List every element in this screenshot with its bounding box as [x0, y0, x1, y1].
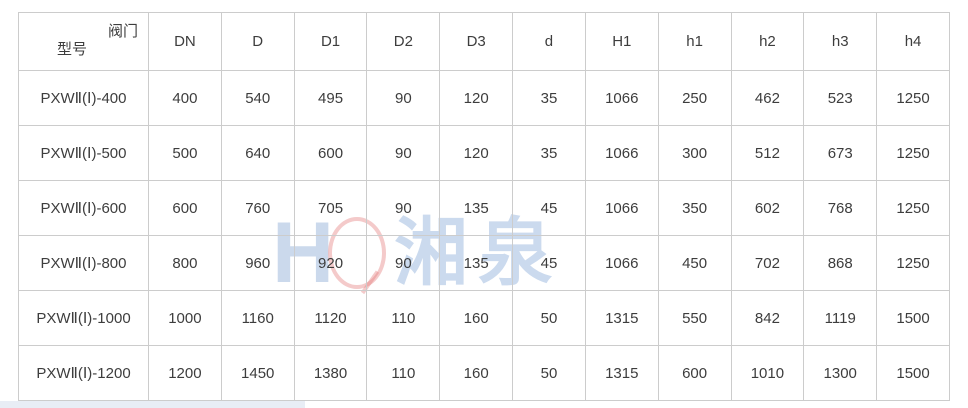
table-row: PXWⅡ(Ⅰ)-800 800 960 920 90 135 45 1066 4…: [18, 235, 950, 291]
table-cell: 1120: [293, 290, 368, 346]
model-cell: PXWⅡ(Ⅰ)-600: [18, 180, 149, 236]
table-cell: 110: [366, 345, 441, 401]
table-cell: 1315: [584, 290, 659, 346]
table-cell: 135: [439, 180, 514, 236]
valve-spec-table: 阀门 型号 DN D D1 D2 D3 d H1 h1 h2 h3 h4 PXW…: [18, 12, 950, 401]
table-cell: 1500: [876, 290, 950, 346]
table-cell: 1250: [876, 70, 950, 126]
table-cell: 495: [293, 70, 368, 126]
column-header-h2: h2: [730, 12, 805, 71]
table-cell: 1160: [220, 290, 295, 346]
table-cell: 35: [512, 125, 586, 181]
table-cell: 50: [512, 345, 586, 401]
model-cell: PXWⅡ(Ⅰ)-1200: [18, 345, 149, 401]
table-cell: 120: [439, 125, 514, 181]
table-cell: 350: [657, 180, 732, 236]
table-cell: 1300: [803, 345, 878, 401]
table-cell: 500: [148, 125, 222, 181]
table-row: PXWⅡ(Ⅰ)-400 400 540 495 90 120 35 1066 2…: [18, 70, 950, 126]
table-cell: 90: [366, 235, 441, 291]
watermark-bottom-strip: [0, 401, 305, 408]
table-cell: 600: [657, 345, 732, 401]
table-cell: 960: [220, 235, 295, 291]
header-row: 阀门 型号 DN D D1 D2 D3 d H1 h1 h2 h3 h4: [18, 12, 950, 71]
table-cell: 523: [803, 70, 878, 126]
table-cell: 768: [803, 180, 878, 236]
table-cell: 45: [512, 180, 586, 236]
table-cell: 120: [439, 70, 514, 126]
column-header-h1-cap: H1: [584, 12, 659, 71]
table-cell: 760: [220, 180, 295, 236]
table-cell: 1066: [584, 180, 659, 236]
table-cell: 673: [803, 125, 878, 181]
model-cell: PXWⅡ(Ⅰ)-400: [18, 70, 149, 126]
table-cell: 110: [366, 290, 441, 346]
table-row: PXWⅡ(Ⅰ)-500 500 640 600 90 120 35 1066 3…: [18, 125, 950, 181]
table-cell: 50: [512, 290, 586, 346]
table-cell: 600: [293, 125, 368, 181]
table-cell: 1066: [584, 235, 659, 291]
column-header-h3: h3: [803, 12, 878, 71]
table-cell: 35: [512, 70, 586, 126]
column-header-dn: DN: [148, 12, 222, 71]
table-cell: 868: [803, 235, 878, 291]
table-cell: 135: [439, 235, 514, 291]
table-cell: 1250: [876, 235, 950, 291]
column-header-d: D: [220, 12, 295, 71]
corner-header-cell: 阀门 型号: [18, 12, 149, 71]
column-header-d-small: d: [512, 12, 586, 71]
table-cell: 450: [657, 235, 732, 291]
table-cell: 90: [366, 70, 441, 126]
table-cell: 1380: [293, 345, 368, 401]
table-cell: 1450: [220, 345, 295, 401]
corner-label-model: 型号: [57, 41, 88, 58]
table-cell: 1066: [584, 125, 659, 181]
model-cell: PXWⅡ(Ⅰ)-500: [18, 125, 149, 181]
table-cell: 600: [148, 180, 222, 236]
table-cell: 300: [657, 125, 732, 181]
table-row: PXWⅡ(Ⅰ)-1000 1000 1160 1120 110 160 50 1…: [18, 290, 950, 346]
table-cell: 1315: [584, 345, 659, 401]
table-cell: 842: [730, 290, 805, 346]
table-cell: 90: [366, 180, 441, 236]
table-cell: 512: [730, 125, 805, 181]
table-cell: 702: [730, 235, 805, 291]
table-cell: 1250: [876, 125, 950, 181]
table-cell: 400: [148, 70, 222, 126]
table-row: PXWⅡ(Ⅰ)-1200 1200 1450 1380 110 160 50 1…: [18, 345, 950, 401]
table-cell: 705: [293, 180, 368, 236]
table-cell: 160: [439, 345, 514, 401]
table-cell: 1200: [148, 345, 222, 401]
table-cell: 800: [148, 235, 222, 291]
table-cell: 1250: [876, 180, 950, 236]
column-header-d1: D1: [293, 12, 368, 71]
corner-label-valve: 阀门: [107, 23, 138, 40]
table-cell: 1000: [148, 290, 222, 346]
table-cell: 1500: [876, 345, 950, 401]
table-cell: 640: [220, 125, 295, 181]
table-cell: 45: [512, 235, 586, 291]
table-cell: 550: [657, 290, 732, 346]
table-cell: 540: [220, 70, 295, 126]
column-header-d3: D3: [439, 12, 514, 71]
table-cell: 602: [730, 180, 805, 236]
table-cell: 1119: [803, 290, 878, 346]
table-row: PXWⅡ(Ⅰ)-600 600 760 705 90 135 45 1066 3…: [18, 180, 950, 236]
table-cell: 462: [730, 70, 805, 126]
column-header-d2: D2: [366, 12, 441, 71]
table-cell: 160: [439, 290, 514, 346]
table-cell: 250: [657, 70, 732, 126]
column-header-h4: h4: [876, 12, 950, 71]
table-cell: 1066: [584, 70, 659, 126]
table-cell: 1010: [730, 345, 805, 401]
model-cell: PXWⅡ(Ⅰ)-800: [18, 235, 149, 291]
column-header-h1: h1: [657, 12, 732, 71]
table-cell: 920: [293, 235, 368, 291]
model-cell: PXWⅡ(Ⅰ)-1000: [18, 290, 149, 346]
table-cell: 90: [366, 125, 441, 181]
